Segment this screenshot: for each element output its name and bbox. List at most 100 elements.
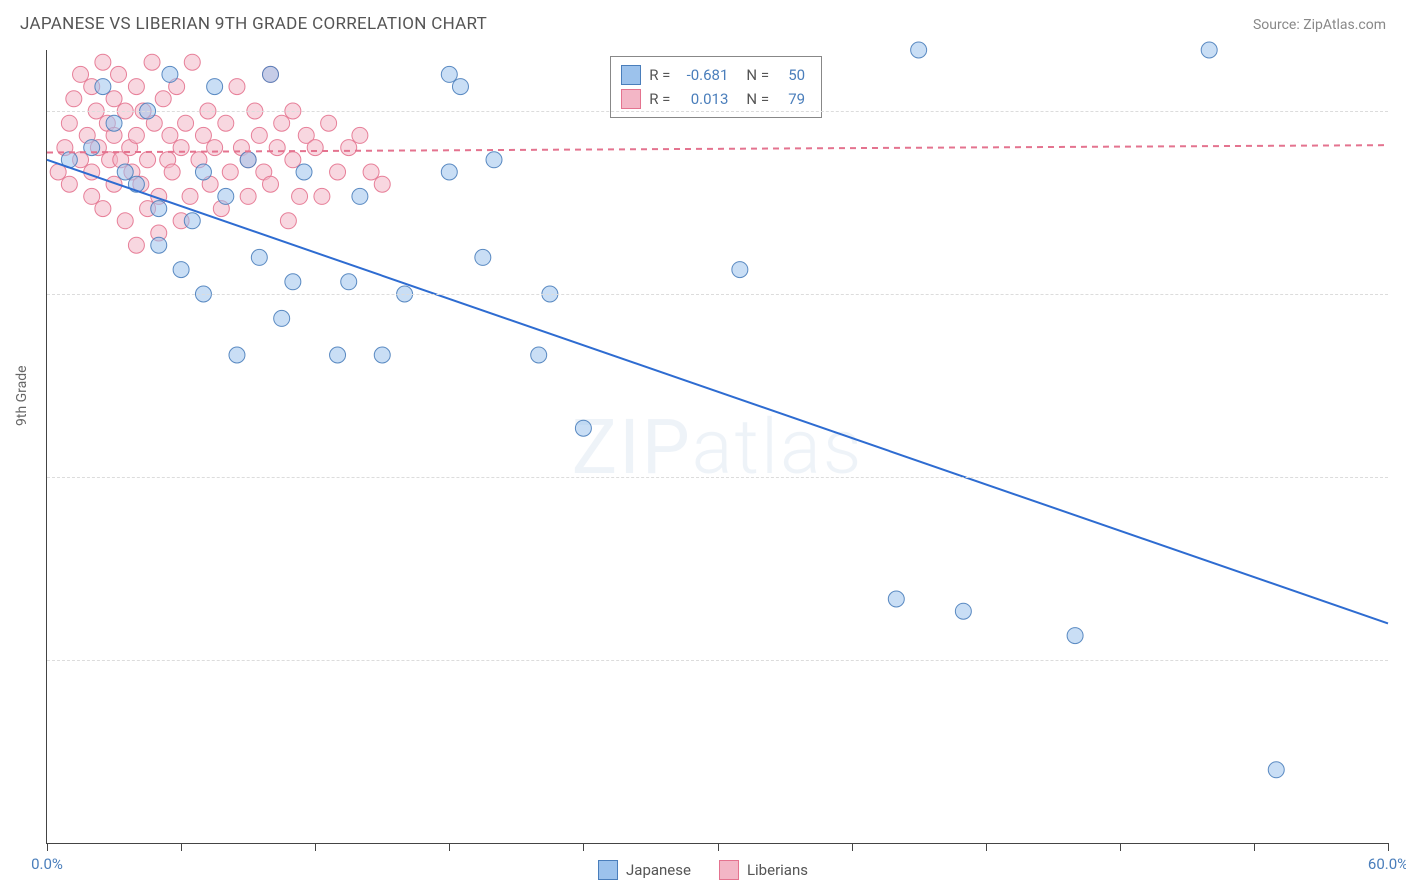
data-point bbox=[173, 140, 189, 156]
data-point bbox=[173, 262, 189, 278]
y-tick-label: 85.0% bbox=[1394, 285, 1406, 303]
data-point bbox=[363, 164, 379, 180]
data-point bbox=[222, 164, 238, 180]
data-point bbox=[128, 127, 144, 143]
data-point bbox=[314, 188, 330, 204]
data-point bbox=[178, 115, 194, 131]
data-point bbox=[441, 164, 457, 180]
data-point bbox=[251, 249, 267, 265]
data-point bbox=[151, 201, 167, 217]
data-point bbox=[341, 274, 357, 290]
data-point bbox=[207, 140, 223, 156]
data-point bbox=[341, 140, 357, 156]
data-point bbox=[184, 54, 200, 70]
correlation-stats-box: R = -0.681 N = 50 R =0.013N =79 bbox=[610, 56, 822, 118]
x-tick bbox=[986, 843, 987, 851]
legend-label: Liberians bbox=[747, 861, 808, 879]
data-point bbox=[95, 79, 111, 95]
data-point bbox=[151, 237, 167, 253]
data-point bbox=[292, 188, 308, 204]
data-point bbox=[144, 54, 160, 70]
x-tick bbox=[583, 843, 584, 851]
data-point bbox=[352, 188, 368, 204]
data-point bbox=[352, 127, 368, 143]
gridline-h bbox=[47, 111, 1388, 112]
y-tick-label: 55.0% bbox=[1394, 651, 1406, 669]
scatter-chart: ZIPatlas R =-0.681N =50R =0.013N =79 55.… bbox=[46, 50, 1388, 844]
legend-swatch bbox=[719, 860, 739, 880]
legend-swatch bbox=[598, 860, 618, 880]
x-tick bbox=[449, 843, 450, 851]
stat-label-r: R = bbox=[649, 66, 670, 84]
y-axis-label: 9th Grade bbox=[14, 365, 30, 426]
x-tick bbox=[1388, 843, 1389, 851]
data-point bbox=[128, 237, 144, 253]
x-tick bbox=[1254, 843, 1255, 851]
data-point bbox=[106, 91, 122, 107]
legend-label: Japanese bbox=[626, 861, 691, 879]
legend-item: Liberians bbox=[719, 860, 808, 880]
data-point bbox=[911, 42, 927, 58]
data-point bbox=[280, 213, 296, 229]
gridline-h bbox=[47, 477, 1388, 478]
trend-line bbox=[47, 160, 1388, 624]
source-label: Source: ZipAtlas.com bbox=[1253, 17, 1386, 33]
data-point bbox=[475, 249, 491, 265]
data-point bbox=[182, 188, 198, 204]
data-point bbox=[162, 127, 178, 143]
gridline-h bbox=[47, 660, 1388, 661]
data-point bbox=[61, 176, 77, 192]
data-point bbox=[162, 66, 178, 82]
data-point bbox=[140, 152, 156, 168]
data-point bbox=[240, 152, 256, 168]
data-point bbox=[73, 66, 89, 82]
data-point bbox=[274, 310, 290, 326]
data-point bbox=[1067, 628, 1083, 644]
data-point bbox=[218, 115, 234, 131]
data-point bbox=[296, 164, 312, 180]
data-point bbox=[575, 420, 591, 436]
gridline-h bbox=[47, 294, 1388, 295]
x-tick bbox=[852, 843, 853, 851]
data-point bbox=[1268, 762, 1284, 778]
data-point bbox=[155, 91, 171, 107]
x-tick bbox=[181, 843, 182, 851]
data-point bbox=[263, 176, 279, 192]
data-point bbox=[307, 140, 323, 156]
data-point bbox=[486, 152, 502, 168]
y-tick-label: 70.0% bbox=[1394, 468, 1406, 486]
data-point bbox=[285, 274, 301, 290]
data-point bbox=[374, 176, 390, 192]
data-point bbox=[263, 66, 279, 82]
data-point bbox=[66, 91, 82, 107]
stat-row: R =0.013N =79 bbox=[621, 87, 805, 111]
data-point bbox=[269, 140, 285, 156]
series-swatch bbox=[621, 89, 641, 109]
data-point bbox=[229, 79, 245, 95]
x-tick-label: 60.0% bbox=[1368, 855, 1406, 873]
data-point bbox=[374, 347, 390, 363]
x-tick bbox=[47, 843, 48, 851]
stat-value-r: -0.681 bbox=[678, 66, 728, 84]
data-point bbox=[330, 347, 346, 363]
data-point bbox=[229, 347, 245, 363]
stat-label-n: N = bbox=[746, 66, 769, 84]
data-point bbox=[441, 66, 457, 82]
stat-value-n: 79 bbox=[777, 90, 805, 108]
data-point bbox=[111, 66, 127, 82]
data-point bbox=[531, 347, 547, 363]
data-point bbox=[164, 164, 180, 180]
data-point bbox=[95, 54, 111, 70]
data-point bbox=[84, 188, 100, 204]
data-point bbox=[61, 115, 77, 131]
data-point bbox=[218, 188, 234, 204]
legend-item: Japanese bbox=[598, 860, 691, 880]
legend: Japanese Liberians bbox=[598, 860, 808, 880]
data-point bbox=[1201, 42, 1217, 58]
data-point bbox=[274, 115, 290, 131]
data-point bbox=[888, 591, 904, 607]
stat-value-n: 50 bbox=[777, 66, 805, 84]
data-point bbox=[207, 79, 223, 95]
x-tick bbox=[315, 843, 316, 851]
stat-label-r: R = bbox=[649, 90, 670, 108]
